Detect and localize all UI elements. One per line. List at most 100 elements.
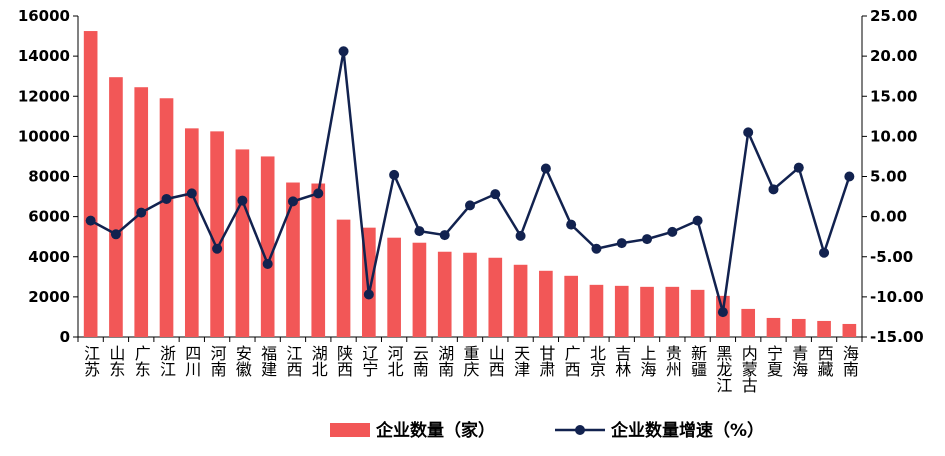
x-tick-label: 湖南 [435, 345, 454, 377]
x-tick-label: 重庆 [461, 345, 480, 377]
bar [387, 237, 401, 337]
bar [159, 98, 174, 337]
bar [488, 257, 503, 337]
marker [313, 188, 324, 199]
marker [642, 234, 653, 245]
marker [717, 307, 728, 318]
bar [210, 131, 224, 337]
bar [311, 183, 326, 337]
y-tick-label: 4000 [28, 248, 70, 266]
bar [766, 317, 781, 337]
bar [437, 251, 452, 337]
x-tick-label: 新疆 [688, 345, 707, 377]
marker [844, 171, 855, 182]
bar [690, 289, 705, 337]
y-tick-label: 14000 [18, 47, 70, 65]
y-tick-label: 6000 [28, 208, 70, 226]
y-tick-label: 2000 [28, 288, 70, 306]
bar [184, 128, 199, 337]
x-tick-label: 湖北 [309, 345, 328, 377]
x-tick-label: 四川 [182, 345, 201, 377]
bar [83, 31, 98, 337]
legend-swatch [330, 423, 370, 437]
marker [566, 219, 577, 230]
bar [564, 275, 578, 337]
bar [286, 182, 300, 337]
x-tick-label: 云南 [410, 345, 429, 377]
marker [212, 243, 223, 254]
x-tick-label: 山西 [486, 345, 505, 377]
x-tick-label: 河南 [208, 345, 227, 377]
marker [186, 188, 197, 199]
y-tick-label: 10000 [18, 127, 70, 145]
x-tick-label: 广西 [562, 345, 581, 377]
marker [237, 195, 248, 206]
bar [665, 286, 680, 337]
x-tick-label: 北京 [587, 345, 606, 378]
x-tick-label: 黑龙江 [713, 345, 732, 393]
marker [692, 215, 703, 226]
y2-tick-label: 10.00 [870, 127, 917, 145]
x-tick-label: 辽宁 [359, 345, 378, 377]
bar [260, 156, 275, 337]
bar [235, 149, 250, 337]
marker [743, 127, 754, 138]
marker [338, 46, 349, 57]
x-tick-label: 江西 [283, 345, 302, 377]
marker [414, 226, 425, 237]
marker [768, 184, 779, 195]
bar [842, 323, 857, 337]
bar [589, 284, 604, 337]
x-tick-label: 安徽 [233, 345, 252, 377]
x-tick-label: 河北 [385, 345, 404, 377]
legend-marker [575, 425, 585, 435]
legend-label: 企业数量（家） [375, 420, 495, 441]
marker [490, 189, 501, 200]
bar [412, 242, 427, 337]
y2-tick-label: 5.00 [870, 168, 907, 186]
marker [667, 226, 678, 237]
y2-tick-label: -10.00 [870, 288, 924, 306]
bar [539, 270, 553, 337]
x-tick-label: 西藏 [815, 345, 834, 378]
marker [110, 229, 121, 240]
marker [540, 163, 551, 174]
x-tick-label: 山东 [106, 345, 125, 377]
marker [793, 162, 804, 173]
x-tick-label: 贵州 [663, 345, 682, 377]
x-tick-label: 上海 [638, 345, 657, 377]
x-tick-label: 广东 [132, 345, 151, 377]
y-tick-label: 12000 [18, 87, 70, 105]
marker [515, 230, 526, 241]
x-tick-label: 甘肃 [536, 345, 555, 377]
marker [591, 243, 602, 254]
x-tick-label: 福建 [258, 345, 277, 377]
bar [463, 252, 477, 337]
bar [640, 286, 654, 337]
marker [616, 238, 627, 249]
marker [465, 200, 475, 211]
x-tick-label: 江苏 [81, 345, 100, 378]
y2-tick-label: 0.00 [870, 208, 907, 226]
y-tick-label: 8000 [28, 168, 70, 186]
bar [614, 285, 629, 337]
bar [109, 77, 123, 338]
bar [741, 308, 756, 337]
y2-tick-label: 20.00 [870, 47, 917, 65]
x-tick-label: 陕西 [334, 345, 353, 377]
x-tick-label: 内蒙古 [739, 345, 758, 393]
x-tick-label: 吉林 [612, 345, 631, 377]
marker [363, 289, 374, 300]
y2-tick-label: -5.00 [870, 248, 913, 266]
y2-tick-label: 25.00 [870, 7, 917, 25]
marker [161, 193, 172, 204]
bar [791, 318, 806, 337]
bar [817, 320, 831, 337]
bar [336, 219, 351, 337]
marker [819, 247, 830, 258]
marker [439, 230, 450, 241]
bar [513, 264, 528, 337]
y2-tick-label: -15.00 [870, 328, 924, 346]
marker [136, 207, 147, 218]
